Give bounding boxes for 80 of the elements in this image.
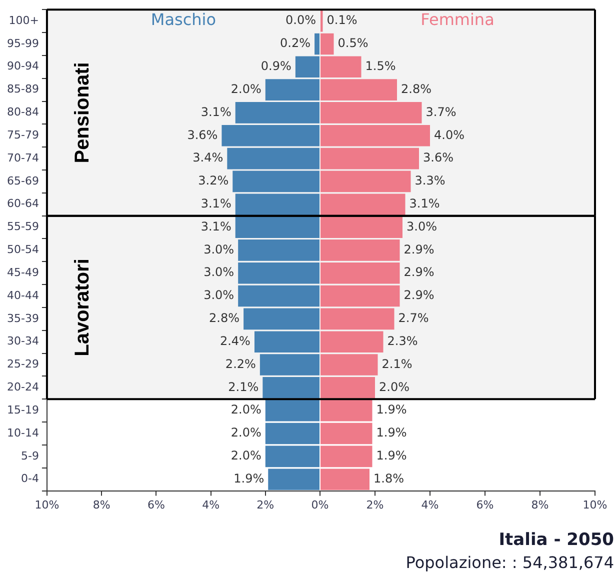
data-label: 2.0% [230, 82, 262, 96]
data-label: 2.1% [228, 380, 259, 394]
data-label: 2.2% [225, 356, 256, 371]
data-label: 3.1% [409, 196, 440, 210]
x-tick-label: 8% [92, 498, 110, 512]
x-tick-label: 6% [476, 498, 494, 512]
y-tick-label: 45-49 [6, 266, 39, 279]
data-label: 3.4% [192, 150, 224, 165]
y-tick-label: 35-39 [6, 312, 39, 325]
y-tick-label: 95-99 [6, 36, 39, 50]
data-label: 3.0% [204, 288, 234, 302]
data-label: 0.9% [260, 59, 292, 74]
y-tick-label: 0-4 [20, 472, 39, 486]
data-label: 4.0% [434, 128, 464, 142]
data-label: 1.8% [374, 471, 404, 486]
data-label: 2.9% [404, 265, 434, 280]
x-tick-label: 4% [202, 498, 220, 512]
data-label: 3.2% [198, 174, 229, 188]
data-label: 2.0% [230, 426, 262, 440]
data-label: 0.2% [280, 36, 311, 50]
y-tick-label: 50-54 [6, 243, 39, 256]
data-label: 3.0% [204, 242, 234, 256]
y-tick-label: 55-59 [6, 220, 39, 234]
data-label: 2.3% [387, 334, 418, 348]
data-label: 3.1% [200, 104, 232, 119]
x-tick-label: 2% [256, 498, 274, 512]
data-label: 3.6% [423, 150, 454, 165]
y-tick-label: 70-74 [6, 151, 39, 164]
data-label: 2.8% [401, 82, 432, 96]
text: Italia - 2050 [498, 530, 614, 550]
data-label: 2.0% [230, 448, 262, 463]
y-tick-label: 65-69 [6, 174, 39, 188]
data-label: 3.1% [200, 219, 232, 234]
x-tick-label: 10% [34, 498, 60, 512]
x-tick-label: 10% [582, 498, 608, 512]
data-label: 3.0% [406, 219, 437, 234]
x-tick-label: 4% [421, 498, 439, 512]
data-label: 2.0% [379, 380, 410, 394]
data-label: 1.9% [376, 402, 407, 417]
text: Popolazione: : 54,381,674 [406, 553, 614, 572]
y-tick-label: 80-84 [6, 106, 39, 119]
data-label: 3.6% [187, 128, 218, 142]
y-tick-label: 60-64 [6, 197, 39, 210]
data-label: 2.8% [209, 311, 240, 326]
y-tick-label: 10-14 [6, 426, 39, 440]
data-label: 2.7% [398, 311, 429, 326]
text: Maschio [150, 10, 216, 30]
data-label: 1.9% [376, 448, 407, 463]
y-tick-label: 25-29 [6, 358, 39, 371]
data-label: 2.1% [382, 356, 412, 371]
data-label: 2.4% [220, 334, 250, 348]
x-tick-label: 8% [531, 498, 549, 512]
y-tick-label: 90-94 [6, 60, 39, 73]
text: Femmina [420, 10, 494, 30]
band-label: Lavoratori [71, 258, 94, 356]
x-tick-label: 6% [147, 498, 165, 512]
x-tick-label: 2% [366, 498, 384, 512]
data-label: 0.0% [286, 13, 316, 28]
data-label: 1.9% [376, 426, 407, 440]
y-tick-label: 5-9 [20, 449, 39, 462]
band-label: Pensionati [71, 62, 94, 164]
y-tick-label: 40-44 [6, 288, 39, 302]
data-label: 2.9% [404, 288, 434, 302]
data-label: 2.0% [230, 402, 262, 417]
y-tick-label: 100+ [8, 14, 39, 27]
data-label: 3.7% [426, 104, 456, 119]
y-tick-label: 30-34 [6, 334, 39, 348]
data-label: 0.1% [326, 13, 358, 28]
y-tick-label: 20-24 [6, 380, 39, 394]
data-label: 0.5% [338, 36, 368, 50]
data-label: 3.3% [414, 174, 446, 188]
x-tick-label: 0% [311, 498, 329, 512]
data-label: 3.0% [204, 265, 234, 280]
data-label: 1.5% [365, 59, 396, 74]
data-label: 2.9% [404, 242, 434, 256]
y-tick-label: 75-79 [6, 128, 39, 142]
data-label: 3.1% [200, 196, 232, 210]
data-label: 1.9% [234, 471, 264, 486]
y-tick-label: 15-19 [6, 403, 39, 416]
y-tick-label: 85-89 [6, 82, 39, 96]
